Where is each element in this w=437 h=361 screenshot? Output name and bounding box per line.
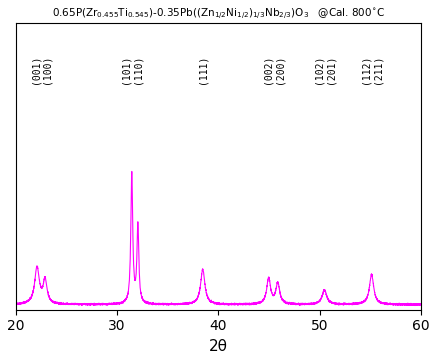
Text: (001)
(100): (001) (100) [30, 55, 52, 84]
Text: (101)
(110): (101) (110) [121, 55, 142, 84]
Text: (102)
(201): (102) (201) [314, 55, 335, 84]
Title: 0.65P(Zr$_{0.455}$Ti$_{0.545}$)-0.35Pb((Zn$_{1/2}$Ni$_{1/2}$)$_{1/3}$Nb$_{2/3}$): 0.65P(Zr$_{0.455}$Ti$_{0.545}$)-0.35Pb((… [52, 7, 385, 22]
Text: (111): (111) [198, 55, 208, 84]
Text: (112)
(211): (112) (211) [361, 55, 382, 84]
X-axis label: 2θ: 2θ [209, 339, 228, 354]
Text: (002)
(200): (002) (200) [262, 55, 284, 84]
